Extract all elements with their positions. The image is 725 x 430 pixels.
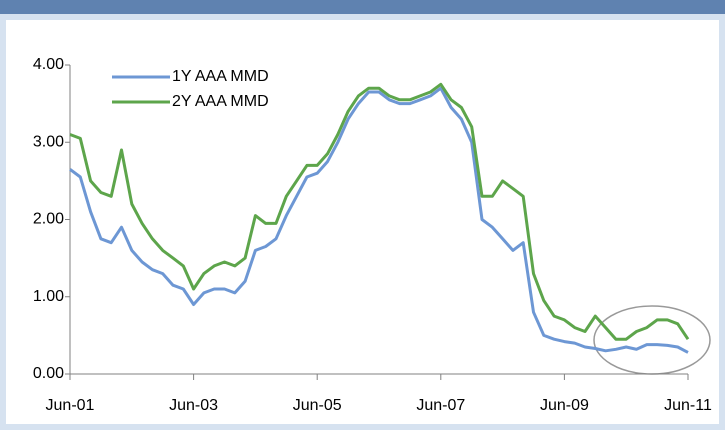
header-bar [0,0,725,14]
x-tick-label: Jun-07 [416,397,465,414]
x-tick-label: Jun-11 [664,397,712,414]
y-tick-label: 3.00 [33,133,64,150]
x-tick-label: Jun-03 [169,397,218,414]
plot-background [6,20,719,424]
y-tick-label: 2.00 [33,211,64,228]
y-tick-label: 4.00 [33,56,64,73]
series-line [69,82,690,341]
x-tick-label: Jun-09 [540,397,589,414]
y-tick-label: 0.00 [33,365,64,382]
x-tick-label: Jun-01 [46,397,95,414]
legend-label: 1Y AAA MMD [172,68,269,85]
x-tick-label: Jun-05 [293,397,342,414]
legend-label: 2Y AAA MMD [172,93,269,110]
y-tick-label: 1.00 [33,288,64,305]
series-line [69,86,689,354]
